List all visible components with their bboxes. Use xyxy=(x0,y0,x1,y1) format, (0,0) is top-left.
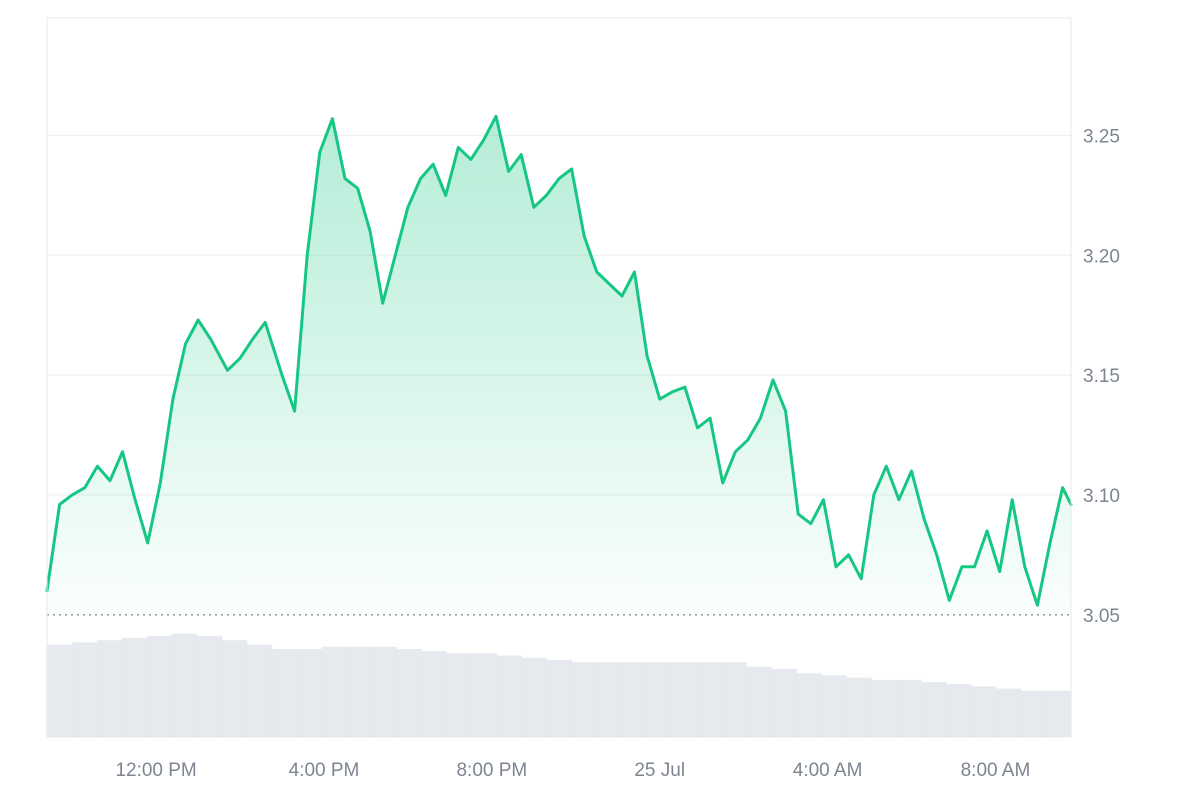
volume-bar xyxy=(546,660,572,737)
volume-bar xyxy=(796,673,822,737)
axes xyxy=(46,17,1072,738)
volume-bar xyxy=(446,653,473,737)
x-tick-label: 12:00 PM xyxy=(115,760,196,781)
volume-bar xyxy=(1021,690,1047,737)
volume-bar xyxy=(671,662,697,737)
volume-bar xyxy=(846,677,872,737)
price-line[interactable] xyxy=(45,114,1073,607)
volume-bar xyxy=(646,662,672,737)
volume-bars xyxy=(47,633,1072,737)
volume-bar xyxy=(971,686,997,737)
volume-bar xyxy=(471,653,498,737)
y-tick-label: 3.15 xyxy=(1083,366,1120,387)
volume-bar xyxy=(321,646,348,737)
volume-bar xyxy=(921,682,947,737)
price-area-fill xyxy=(47,116,1071,615)
x-tick-label: 4:00 PM xyxy=(289,760,360,781)
y-tick-label: 3.25 xyxy=(1083,126,1120,147)
volume-bar xyxy=(196,635,223,737)
price-line-group[interactable] xyxy=(45,114,1073,607)
volume-bar xyxy=(871,679,897,737)
volume-bar xyxy=(596,662,622,737)
volume-bar xyxy=(346,646,373,737)
volume-bar xyxy=(146,635,173,737)
volume-bar xyxy=(221,640,248,737)
volume-bar xyxy=(896,679,922,737)
volume-bar xyxy=(121,638,148,737)
volume-bar xyxy=(396,649,423,737)
volume-bar xyxy=(171,633,198,737)
x-tick-label: 4:00 AM xyxy=(793,760,863,781)
y-axis-ticks: 3.05 3.10 3.15 3.20 3.25 xyxy=(1083,126,1120,626)
volume-bar xyxy=(296,649,323,737)
volume-bar xyxy=(71,642,98,737)
volume-bar xyxy=(246,644,273,737)
volume-bar xyxy=(96,640,123,737)
volume-bar xyxy=(771,668,797,737)
plot-frame xyxy=(46,17,1072,738)
volume-bar xyxy=(571,662,597,737)
volume-bar xyxy=(271,649,298,737)
x-axis-ticks: 12:00 PM 4:00 PM 8:00 PM 25 Jul 4:00 AM 8:00 … xyxy=(115,760,1030,781)
volume-bar xyxy=(946,684,972,737)
x-tick-label: 8:00 PM xyxy=(456,760,527,781)
volume-bar xyxy=(696,662,722,737)
volume-bar xyxy=(47,644,73,737)
volume-bar xyxy=(721,662,747,737)
y-tick-label: 3.05 xyxy=(1083,606,1120,627)
y-tick-label: 3.10 xyxy=(1083,486,1120,507)
volume-bar xyxy=(1046,690,1072,737)
volume-bar xyxy=(421,651,448,737)
x-tick-label: 25 Jul xyxy=(634,760,685,781)
volume-bar xyxy=(496,655,523,737)
volume-bar xyxy=(621,662,647,737)
volume-bar xyxy=(821,675,847,737)
x-tick-label: 8:00 AM xyxy=(961,760,1031,781)
y-tick-label: 3.20 xyxy=(1083,246,1120,267)
price-area xyxy=(47,116,1071,615)
volume-bar xyxy=(521,657,548,737)
volume-bar xyxy=(996,688,1022,737)
volume-bar xyxy=(371,646,398,737)
volume-bar xyxy=(746,666,772,737)
